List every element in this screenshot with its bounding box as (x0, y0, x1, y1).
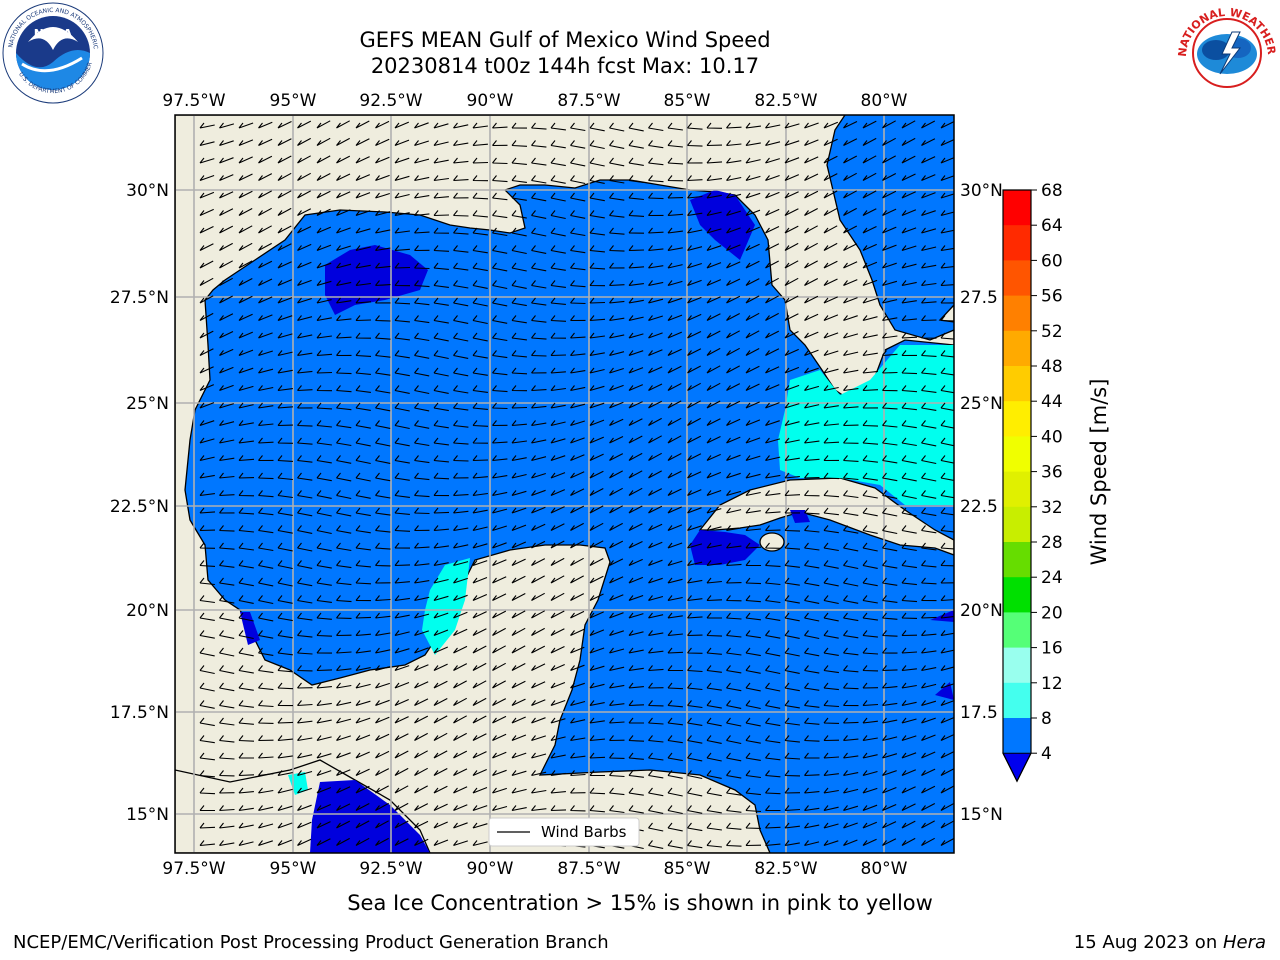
lon-tick: 82.5°W (754, 91, 817, 111)
colorbar-tick-label: 36 (1041, 463, 1063, 483)
lat-tick: 20°N (126, 601, 169, 621)
colorbar-band (1003, 542, 1031, 578)
lon-tick: 95°W (270, 91, 317, 111)
lat-tick: 22.5°N (110, 497, 169, 517)
map-frame (174, 114, 955, 854)
colorbar-tick-label: 64 (1041, 216, 1063, 236)
chart-title: GEFS MEAN Gulf of Mexico Wind Speed (359, 28, 771, 52)
colorbar-frame (1002, 189, 1032, 783)
lon-tick: 90°W (467, 91, 514, 111)
lat-tick: 20°N (960, 601, 1003, 621)
lon-ticks-top: 97.5°W 95°W 92.5°W 90°W 87.5°W 85°W 82.5… (162, 91, 907, 111)
wind-below-4-areas (240, 190, 954, 853)
wind-barbs (199, 120, 954, 850)
colorbar-band (1003, 647, 1031, 684)
lon-tick: 95°W (270, 859, 317, 879)
colorbar-band (1003, 225, 1031, 261)
footer-date: 15 Aug 2023 on Hera (1074, 932, 1266, 953)
colorbar-tick-label: 28 (1041, 533, 1063, 553)
colorbar-band (1003, 366, 1031, 402)
lon-tick: 92.5°W (359, 859, 422, 879)
lat-ticks-left: 30°N 27.5°N 25°N 22.5°N 20°N 17.5°N 15°N (110, 181, 169, 825)
lat-tick: 25°N (126, 394, 169, 414)
colorbar-label: Wind Speed [m/s] (1087, 379, 1111, 566)
colorbar-tick-label: 48 (1041, 357, 1063, 377)
sea-ice-note: Sea Ice Concentration > 15% is shown in … (347, 891, 933, 915)
gridlines (175, 115, 954, 853)
lon-tick: 82.5°W (754, 859, 817, 879)
lon-tick: 80°W (861, 91, 908, 111)
lat-tick: 25°N (960, 394, 1003, 414)
colorbar-band (1003, 401, 1031, 437)
noaa-logo: NOAA NATIONAL OCEANIC AND ATMOSPHERIC AD… (2, 2, 104, 104)
lat-ticks-right: 30°N 27.5 25°N 22.5 20°N 17.5 15°N (960, 181, 1003, 825)
colorbar-tick-label: 4 (1041, 744, 1052, 764)
colorbar-band (1003, 260, 1031, 297)
colorbar-band (1003, 295, 1031, 332)
colorbar-tick-label: 56 (1041, 287, 1063, 307)
lon-tick: 90°W (467, 859, 514, 879)
legend: Wind Barbs (488, 817, 640, 847)
lon-tick: 80°W (861, 859, 908, 879)
colorbar-tick-label: 68 (1041, 181, 1063, 201)
chart-subtitle: 20230814 t00z 144h fcst Max: 10.17 (370, 54, 760, 78)
svg-text:NOAA: NOAA (34, 27, 73, 41)
colorbar-band (1003, 718, 1031, 754)
colorbar-tick-label: 40 (1041, 427, 1063, 447)
lon-tick: 87.5°W (557, 91, 620, 111)
colorbar-tick-label: 44 (1041, 392, 1063, 412)
colorbar-band (1003, 471, 1031, 508)
colorbar-tick-label: 16 (1041, 639, 1063, 659)
colorbar-tick-label: 52 (1041, 322, 1063, 342)
colorbar-band (1003, 330, 1031, 367)
colorbar-band (1003, 190, 1031, 226)
lat-tick: 22.5 (960, 497, 998, 517)
lat-tick: 27.5°N (110, 288, 169, 308)
lon-tick: 97.5°W (162, 859, 225, 879)
colorbar-tick-label: 8 (1041, 709, 1052, 729)
colorbar-tick-label: 24 (1041, 568, 1063, 588)
lon-tick: 85°W (664, 91, 711, 111)
footer-machine: Hera (1222, 932, 1266, 953)
lon-tick: 92.5°W (359, 91, 422, 111)
lat-tick: 17.5°N (110, 703, 169, 723)
lat-tick: 17.5 (960, 703, 998, 723)
colorbar-tick-label: 60 (1041, 251, 1063, 271)
footer-date-text: 15 Aug 2023 on (1073, 932, 1223, 953)
colorbar-band (1003, 612, 1031, 649)
colorbar-band (1003, 506, 1031, 543)
colorbar-band (1003, 682, 1031, 719)
lon-tick: 97.5°W (162, 91, 225, 111)
lat-tick: 15°N (960, 805, 1003, 825)
lat-tick: 27.5 (960, 288, 998, 308)
lat-tick: 15°N (126, 805, 169, 825)
lon-tick: 85°W (664, 859, 711, 879)
lon-ticks-bottom: 97.5°W 95°W 92.5°W 90°W 87.5°W 85°W 82.5… (162, 859, 907, 879)
colorbar-under-arrow (1002, 752, 1032, 783)
footer-credit: NCEP/EMC/Verification Post Processing Pr… (13, 932, 609, 953)
colorbar-tick-label: 20 (1041, 603, 1063, 623)
lat-tick: 30°N (960, 181, 1003, 201)
lon-tick: 87.5°W (557, 859, 620, 879)
colorbar-band (1003, 577, 1031, 613)
colorbar: 68 64 60 56 52 48 44 40 36 32 28 24 20 16 12 8 4 (1002, 181, 1063, 783)
lat-tick: 30°N (126, 181, 169, 201)
land-areas (175, 115, 954, 853)
legend-label: Wind Barbs (541, 823, 627, 841)
colorbar-band (1003, 436, 1031, 473)
wind-barb-field (199, 120, 954, 850)
colorbar-tick-label: 32 (1041, 498, 1063, 518)
colorbar-tick-label: 12 (1041, 674, 1063, 694)
nws-logo: NATIONAL WEATHER SERVICE (1176, 2, 1278, 102)
